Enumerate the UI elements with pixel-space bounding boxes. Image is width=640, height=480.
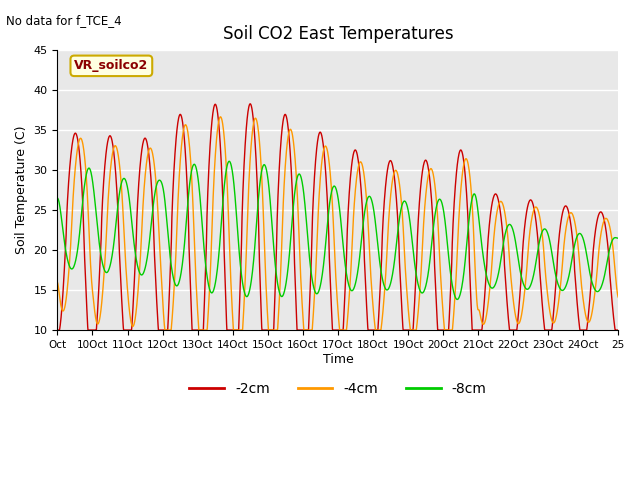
-8cm	[614, 235, 622, 241]
-4cm	[82, 170, 90, 176]
Y-axis label: Soil Temperature (C): Soil Temperature (C)	[15, 126, 28, 254]
-8cm	[54, 195, 61, 201]
-8cm	[454, 297, 461, 302]
-2cm	[246, 101, 254, 107]
-8cm	[312, 290, 319, 296]
-4cm	[614, 295, 622, 300]
-2cm	[598, 210, 606, 216]
-4cm	[599, 222, 607, 228]
-4cm	[54, 279, 61, 285]
-4cm	[161, 327, 169, 333]
-4cm	[327, 177, 335, 182]
-2cm	[82, 288, 90, 294]
Line: -8cm: -8cm	[58, 161, 618, 300]
X-axis label: Time: Time	[323, 352, 353, 366]
-2cm	[326, 282, 334, 288]
Line: -2cm: -2cm	[58, 104, 618, 330]
-8cm	[496, 264, 504, 270]
-4cm	[496, 199, 504, 205]
-8cm	[599, 280, 607, 286]
Text: VR_soilco2: VR_soilco2	[74, 60, 148, 72]
-4cm	[312, 266, 320, 272]
-2cm	[495, 203, 503, 208]
-2cm	[614, 327, 622, 333]
Title: Soil CO2 East Temperatures: Soil CO2 East Temperatures	[223, 24, 453, 43]
-8cm	[326, 195, 334, 201]
-8cm	[225, 158, 233, 164]
-8cm	[82, 173, 90, 179]
-4cm	[598, 223, 606, 229]
Legend: -2cm, -4cm, -8cm: -2cm, -4cm, -8cm	[184, 376, 492, 402]
-8cm	[598, 281, 606, 287]
-2cm	[312, 158, 319, 164]
-2cm	[54, 327, 61, 333]
Text: No data for f_TCE_4: No data for f_TCE_4	[6, 14, 122, 27]
-2cm	[598, 211, 606, 216]
-4cm	[216, 114, 224, 120]
Line: -4cm: -4cm	[58, 117, 618, 330]
